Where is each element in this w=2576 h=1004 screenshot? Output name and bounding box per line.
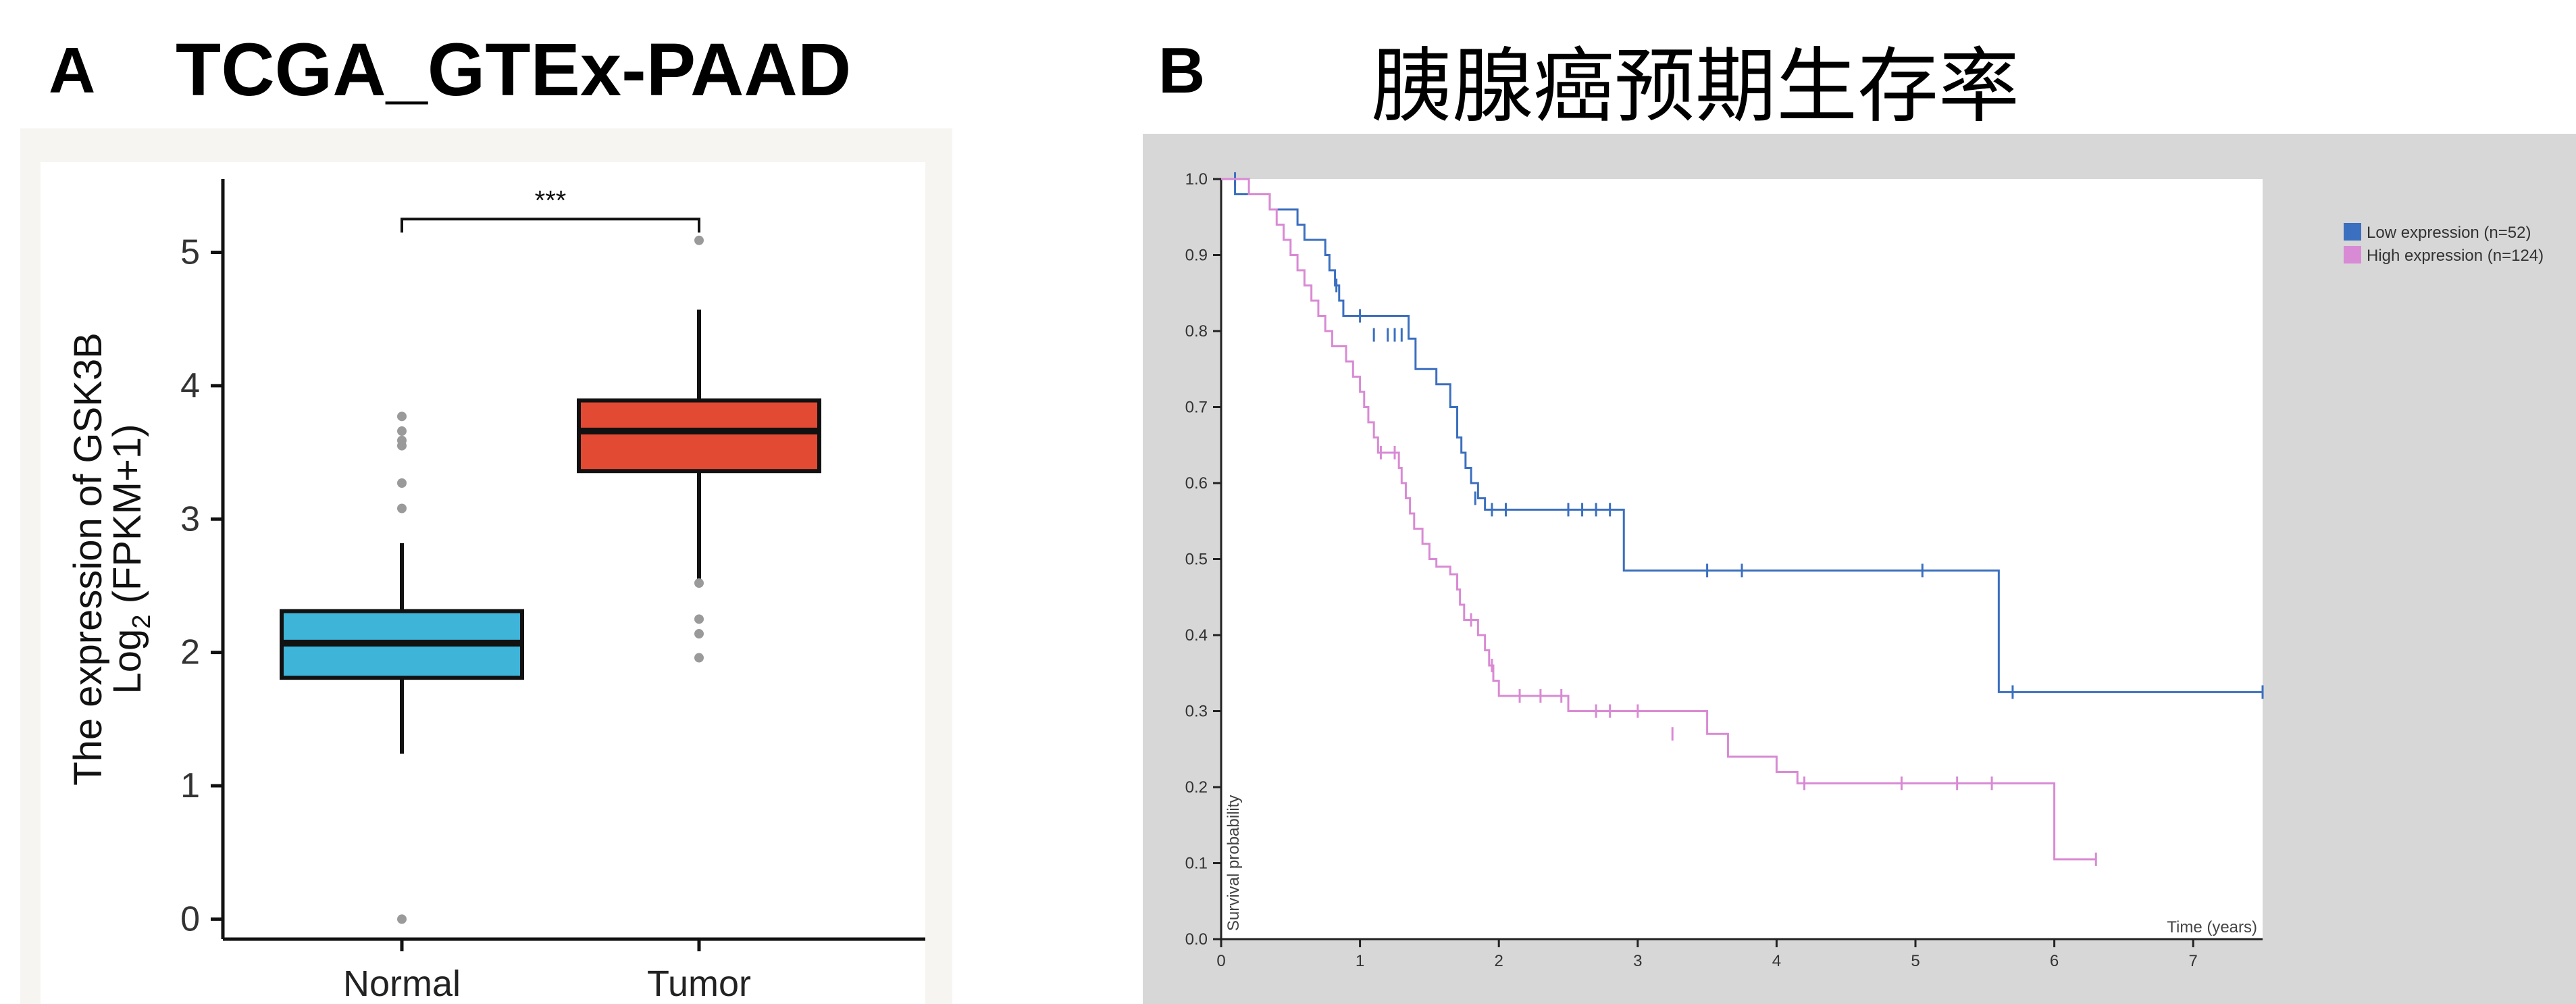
boxplot-plot-area [41,162,925,1004]
significance-bracket [401,218,700,233]
boxplot-y-tick-label: 1 [180,766,200,805]
km-y-tick-label: 0.9 [1185,247,1208,265]
km-y-tick-label: 0.6 [1185,474,1208,493]
km-y-tick-label: 0.3 [1185,703,1208,721]
box-outlier-point [397,478,407,488]
boxplot-x-tick-label: Normal [343,963,461,1004]
boxplot-y-tick-label: 5 [180,233,200,272]
km-legend-label: Low expression (n=52) [2367,224,2531,242]
km-legend-swatch [2344,246,2361,263]
km-x-tick-label: 5 [1911,952,1920,970]
km-y-tick-label: 0.7 [1185,399,1208,417]
box-outlier-point [694,235,704,245]
km-x-tick-label: 6 [2050,952,2059,970]
km-x-axis-label: Time (years) [2167,918,2257,936]
km-series-line-low [1221,178,2263,693]
panel-a-letter: A [49,34,96,107]
box-tumor [577,398,821,474]
boxplot-y-tick-label: 4 [180,366,200,405]
boxplot-x-tick-label: Tumor [647,963,751,1004]
significance-label: *** [535,186,567,216]
box-outlier-point [694,614,704,624]
boxplot-y-tick-label: 3 [180,499,200,538]
km-plot-area [1221,179,2263,939]
km-y-tick-label: 0.4 [1185,626,1208,645]
boxplot-y-tick-label: 2 [180,633,200,672]
km-y-tick-label: 0.2 [1185,778,1208,797]
km-y-tick-label: 1.0 [1185,170,1208,189]
panel-b-title: 胰腺癌预期生存率 [1371,40,2019,134]
box-outlier-point [397,426,407,436]
km-legend-swatch [2344,223,2361,241]
km-y-tick-label: 0.1 [1185,855,1208,873]
km-legend-label: High expression (n=124) [2367,247,2544,265]
box-outlier-point [397,914,407,924]
km-x-tick-label: 3 [1633,952,1642,970]
km-series-line-high [1221,178,2096,861]
km-x-tick-label: 0 [1216,952,1225,970]
box-outlier-point [694,629,704,639]
km-y-axis-label: Survival probability [1225,795,1243,931]
km-y-tick-label: 0.8 [1185,322,1208,341]
boxplot-y-label-line2: Log2 (FPKM+1) [105,424,156,695]
km-x-tick-label: 7 [2189,952,2198,970]
km-x-tick-label: 1 [1356,952,1364,970]
box-outlier-point [694,578,704,588]
km-x-tick-label: 2 [1495,952,1503,970]
panel-b-letter: B [1158,34,1206,107]
boxplot-y-tick-label: 0 [180,899,200,938]
boxplot-y-label-line1: The expression of GSK3B [66,332,110,786]
box-outlier-point [694,653,704,663]
km-x-tick-label: 4 [1772,952,1781,970]
panel-a-title: TCGA_GTEx-PAAD [176,28,852,111]
km-y-tick-label: 0.0 [1185,930,1208,949]
box-outlier-point [397,503,407,513]
box-outlier-point [397,411,407,422]
km-y-tick-label: 0.5 [1185,551,1208,569]
box-outlier-point [397,435,407,445]
